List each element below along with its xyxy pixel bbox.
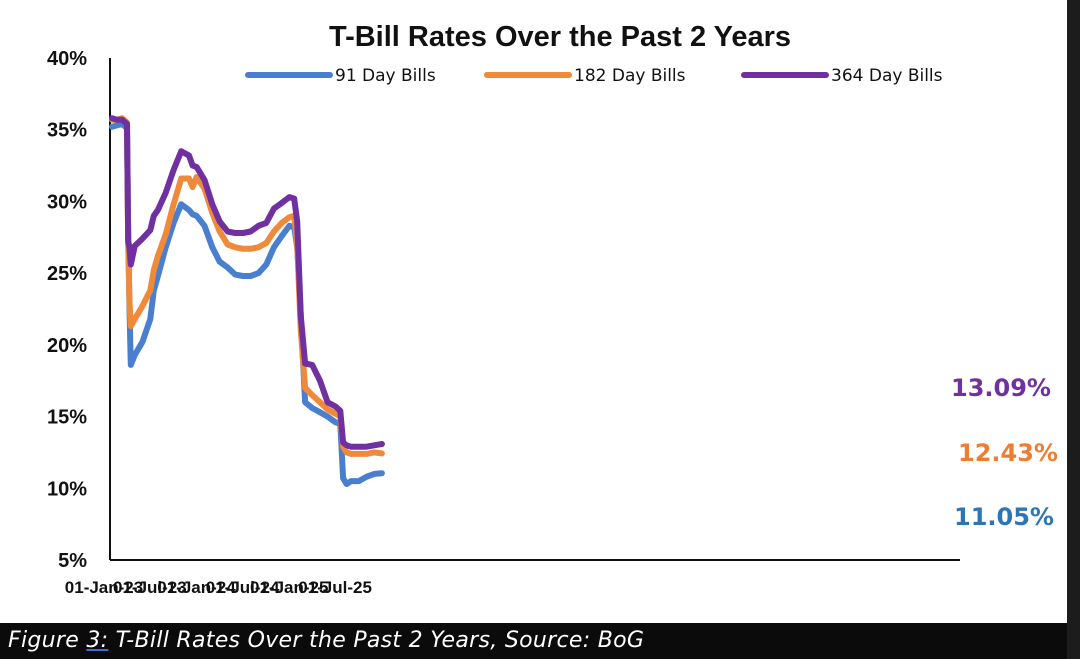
x-tick-label: 01-Jul-24 <box>206 578 280 597</box>
figure-caption: Figure 3: T-Bill Rates Over the Past 2 Y… <box>8 628 644 653</box>
x-tick-label: 01-Jul-25 <box>298 578 372 597</box>
series-line-182-day-bills <box>109 115 385 457</box>
y-tick-label: 35% <box>47 120 87 142</box>
end-labels: 11.05% 12.43% 13.09% <box>951 374 1058 531</box>
y-tick-label: 25% <box>47 263 87 285</box>
y-tick-label: 10% <box>47 478 87 500</box>
y-tick-label: 15% <box>47 407 87 429</box>
x-tick-label: 01-Jul-23 <box>113 578 187 597</box>
chart-title: T-Bill Rates Over the Past 2 Years <box>329 21 791 53</box>
x-tick-label: 01-Jan-23 <box>65 578 143 597</box>
caption-text: T-Bill Rates Over the Past 2 Years, Sour… <box>108 628 645 653</box>
chart-card <box>0 0 1067 623</box>
line-chart: T-Bill Rates Over the Past 2 Years 91 Da… <box>47 21 1058 597</box>
caption-prefix: Figure <box>8 628 87 653</box>
y-axis-ticks: 5% 10% 15% 20% 25% 30% 35% 40% <box>47 48 87 572</box>
legend-label: 182 Day Bills <box>574 66 686 86</box>
x-tick-label: 01-Jan-25 <box>250 578 328 597</box>
y-tick-label: 30% <box>47 191 87 213</box>
legend: 91 Day Bills 182 Day Bills 364 Day Bills <box>245 66 943 86</box>
legend-label: 364 Day Bills <box>831 66 943 86</box>
end-label: 11.05% <box>954 503 1054 531</box>
x-tick-label: 01-Jan-24 <box>157 578 236 597</box>
series-lines <box>109 115 385 487</box>
y-tick-label: 40% <box>47 48 87 70</box>
end-label: 13.09% <box>951 374 1051 402</box>
end-label: 12.43% <box>958 439 1058 467</box>
y-tick-label: 20% <box>47 335 87 357</box>
legend-label: 91 Day Bills <box>335 66 436 86</box>
window-edge <box>1067 0 1080 659</box>
axes <box>109 58 960 561</box>
series-line-364-day-bills <box>109 115 385 450</box>
x-axis-ticks: 01-Jan-2301-Jul-2301-Jan-2401-Jul-2401-J… <box>65 578 372 597</box>
y-tick-label: 5% <box>58 550 87 572</box>
caption-figure-link[interactable]: 3: <box>86 628 109 653</box>
